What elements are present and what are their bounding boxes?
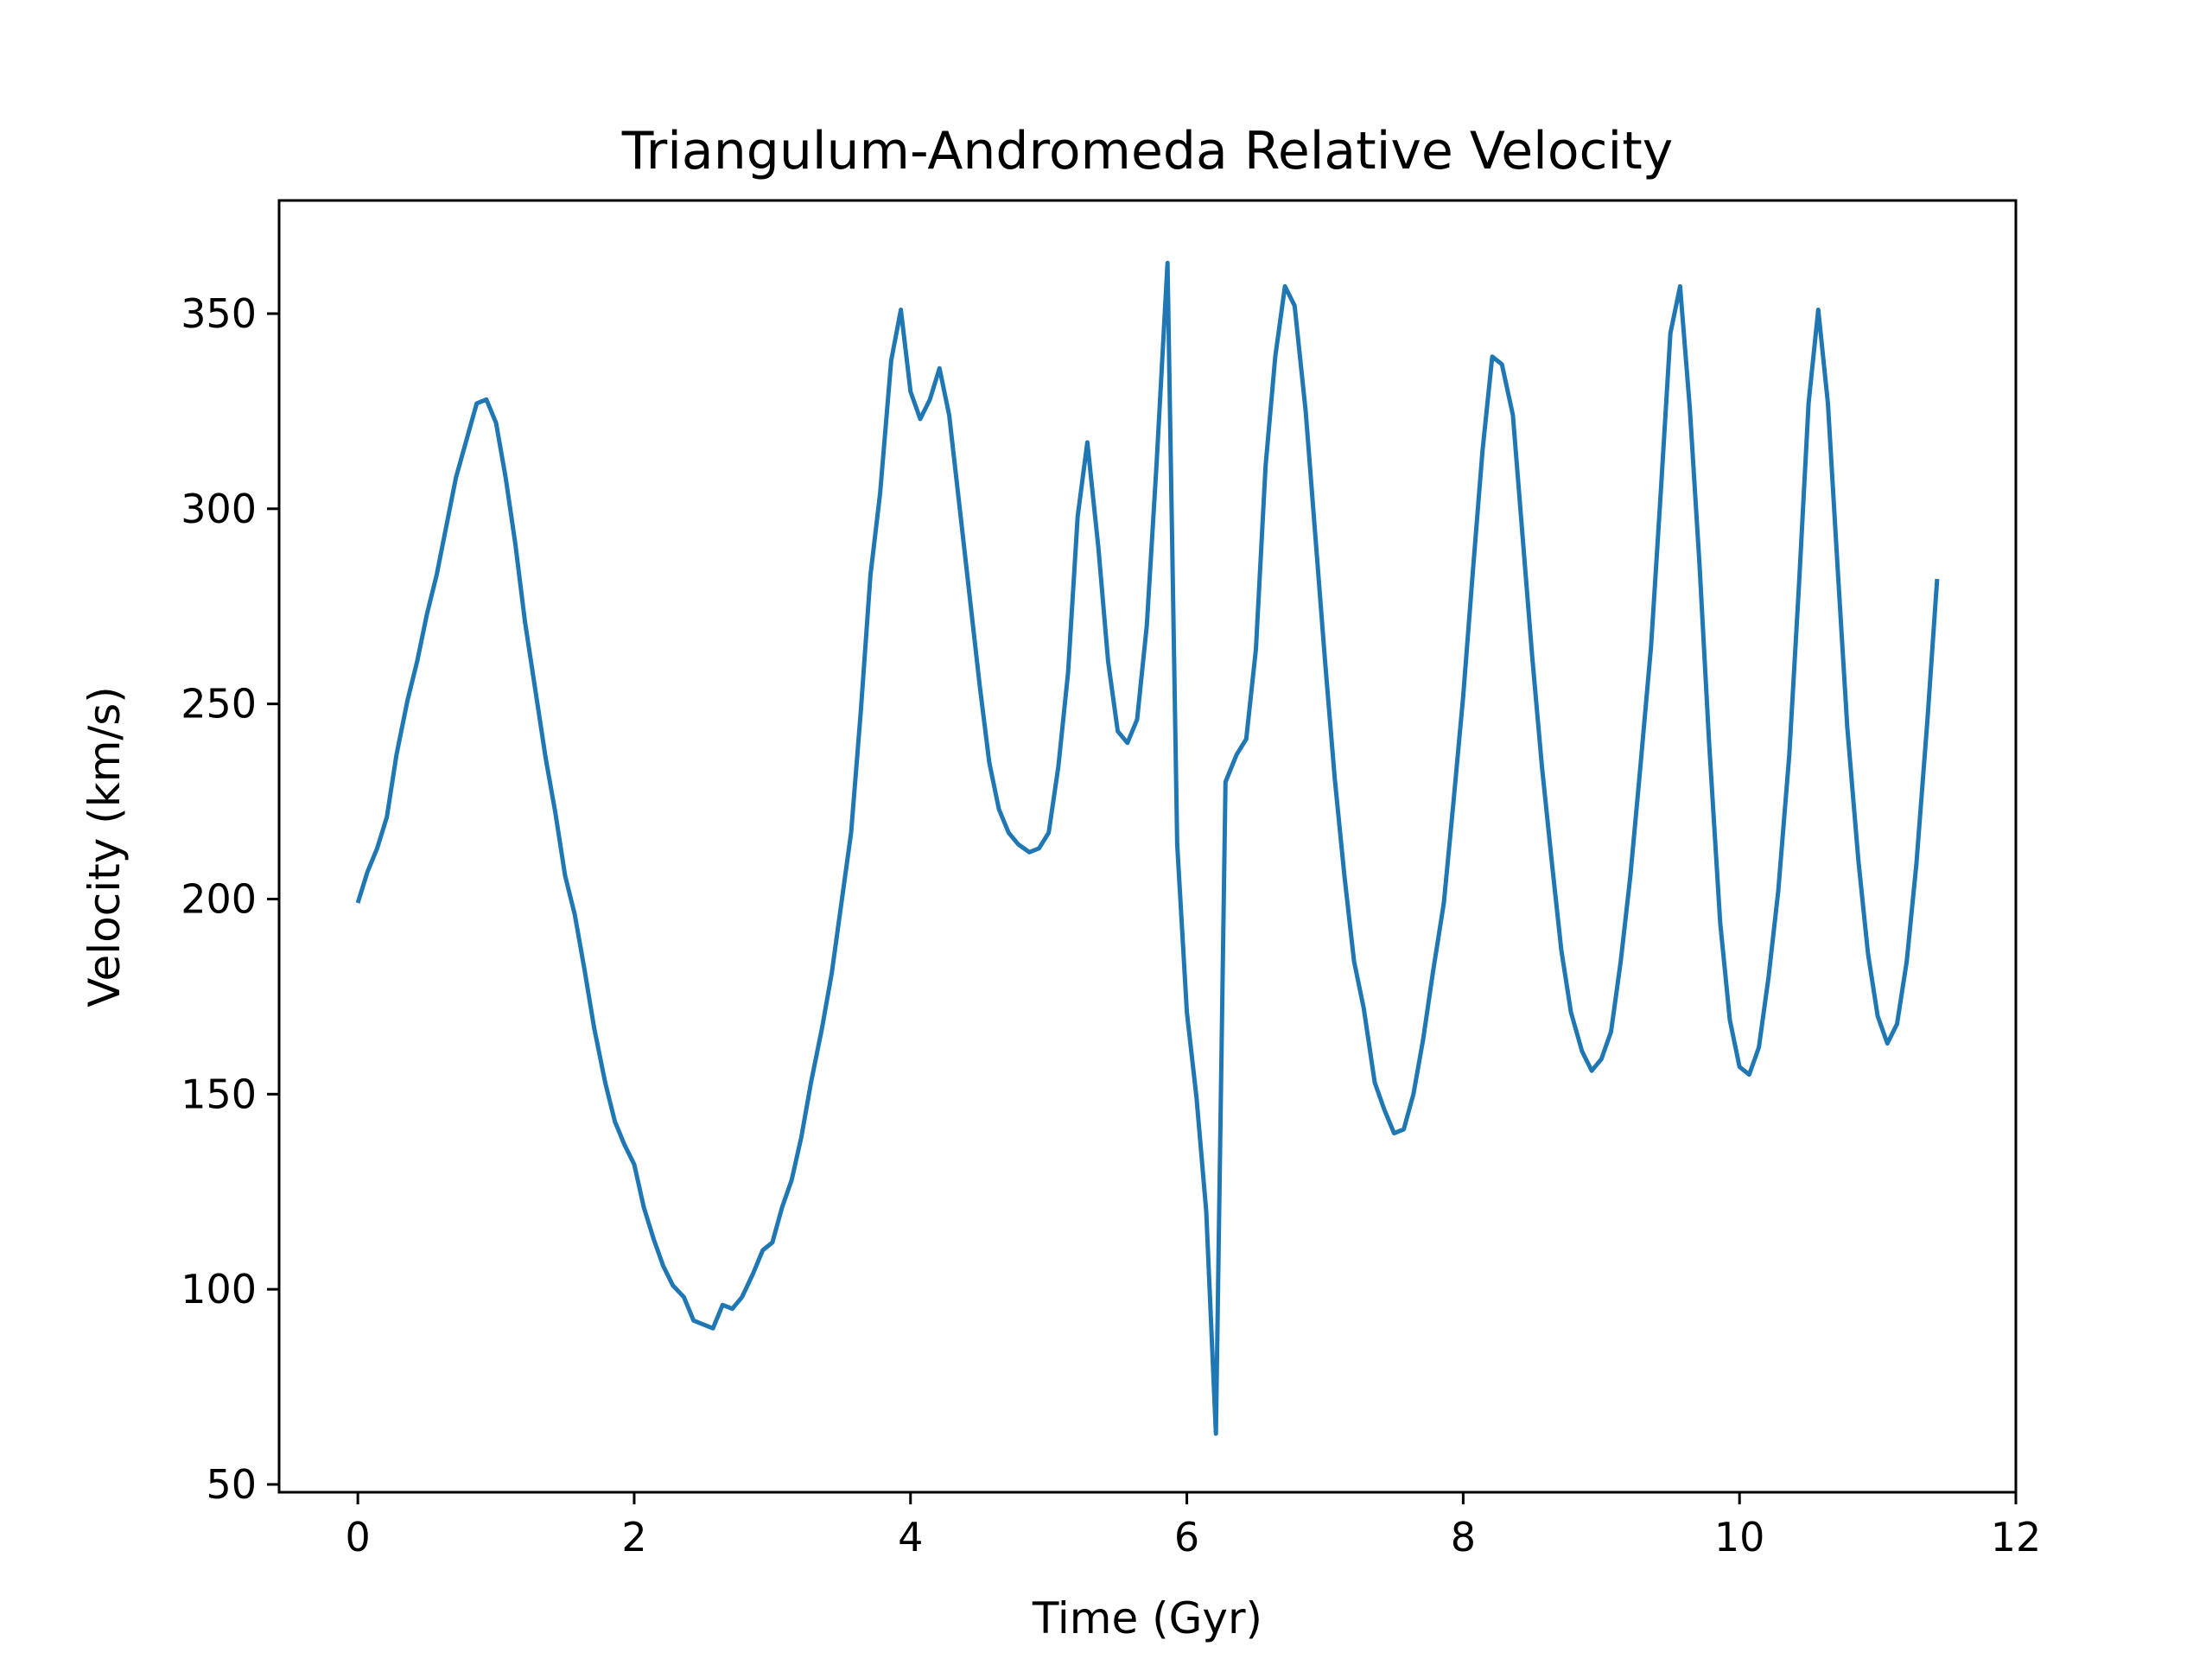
y-tick-label: 200 xyxy=(181,875,257,922)
x-tick-label: 8 xyxy=(1451,1514,1476,1560)
chart-title: Triangulum-Andromeda Relative Velocity xyxy=(621,121,1673,181)
plot-area xyxy=(355,260,1940,1436)
y-tick-label: 350 xyxy=(181,290,257,337)
x-tick-label: 10 xyxy=(1714,1514,1765,1560)
y-axis: 50 100 150 200 250 300 350 xyxy=(181,290,279,1508)
y-tick-label: 300 xyxy=(181,486,257,532)
x-axis-label: Time (Gyr) xyxy=(1032,1593,1262,1643)
x-tick-label: 2 xyxy=(621,1514,646,1560)
y-axis-label: Velocity (km/s) xyxy=(79,686,130,1007)
y-tick-label: 100 xyxy=(181,1266,257,1313)
series-line xyxy=(355,260,1940,1436)
x-tick-label: 4 xyxy=(898,1514,923,1560)
x-tick-label: 6 xyxy=(1174,1514,1199,1560)
x-axis: 0 2 4 6 8 10 12 xyxy=(346,1492,2042,1560)
y-tick-label: 250 xyxy=(181,681,257,728)
plot-frame xyxy=(277,199,2018,1494)
y-tick-label: 50 xyxy=(206,1461,257,1508)
y-tick-label: 150 xyxy=(181,1071,257,1117)
x-tick-label: 0 xyxy=(346,1514,371,1560)
x-tick-label: 12 xyxy=(1991,1514,2042,1560)
